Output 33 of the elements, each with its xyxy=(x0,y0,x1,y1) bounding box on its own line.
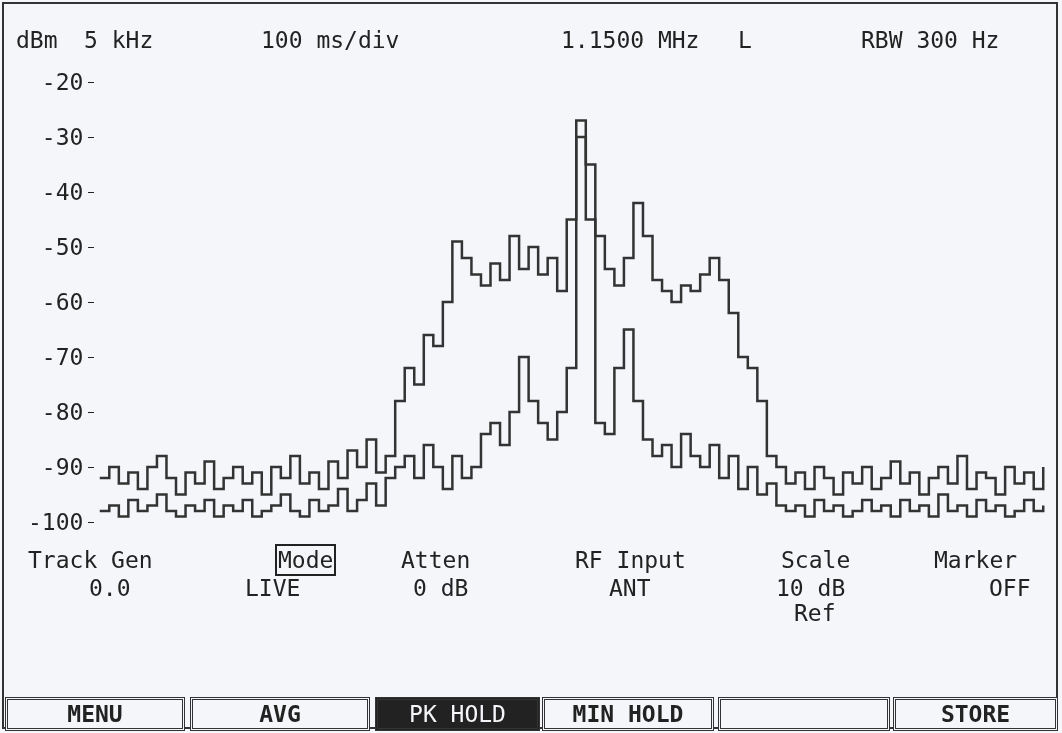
text: OFF xyxy=(989,575,1031,601)
text: AVG xyxy=(190,697,370,731)
y-tick-label: -100 xyxy=(28,509,84,536)
text: 1.1500 MHz xyxy=(561,27,700,53)
text: ANT xyxy=(609,575,651,601)
text: PK HOLD xyxy=(375,697,540,731)
y-axis-title: dBm xyxy=(16,27,58,53)
text: Atten xyxy=(401,547,471,573)
text: MIN HOLD xyxy=(542,697,714,731)
text: Mode xyxy=(278,547,334,573)
y-tick-label: -20 xyxy=(41,69,84,96)
text: 5 kHz xyxy=(84,27,154,53)
text: RF Input xyxy=(575,547,686,573)
text: 100 ms/div xyxy=(261,27,400,53)
y-tick-label: -40 xyxy=(41,179,84,206)
y-tick-label: -70 xyxy=(41,344,84,371)
text: LIVE xyxy=(245,575,301,601)
text: Track Gen xyxy=(28,547,153,573)
text: 10 dB xyxy=(776,575,846,601)
y-tick-label: -30 xyxy=(41,124,84,151)
text: 0.0 xyxy=(89,575,131,601)
text: Scale xyxy=(781,547,851,573)
text: L xyxy=(738,27,752,53)
y-tick-label: -90 xyxy=(41,454,84,481)
text: MENU xyxy=(5,697,185,731)
text: Ref xyxy=(794,600,836,626)
y-tick-label: -50 xyxy=(41,234,84,261)
y-tick-label: -80 xyxy=(41,399,84,426)
text: RBW 300 Hz xyxy=(861,27,1000,53)
text: Marker xyxy=(934,547,1018,573)
text: 0 dB xyxy=(413,575,469,601)
y-tick-label: -60 xyxy=(41,289,84,316)
text: STORE xyxy=(893,697,1058,731)
